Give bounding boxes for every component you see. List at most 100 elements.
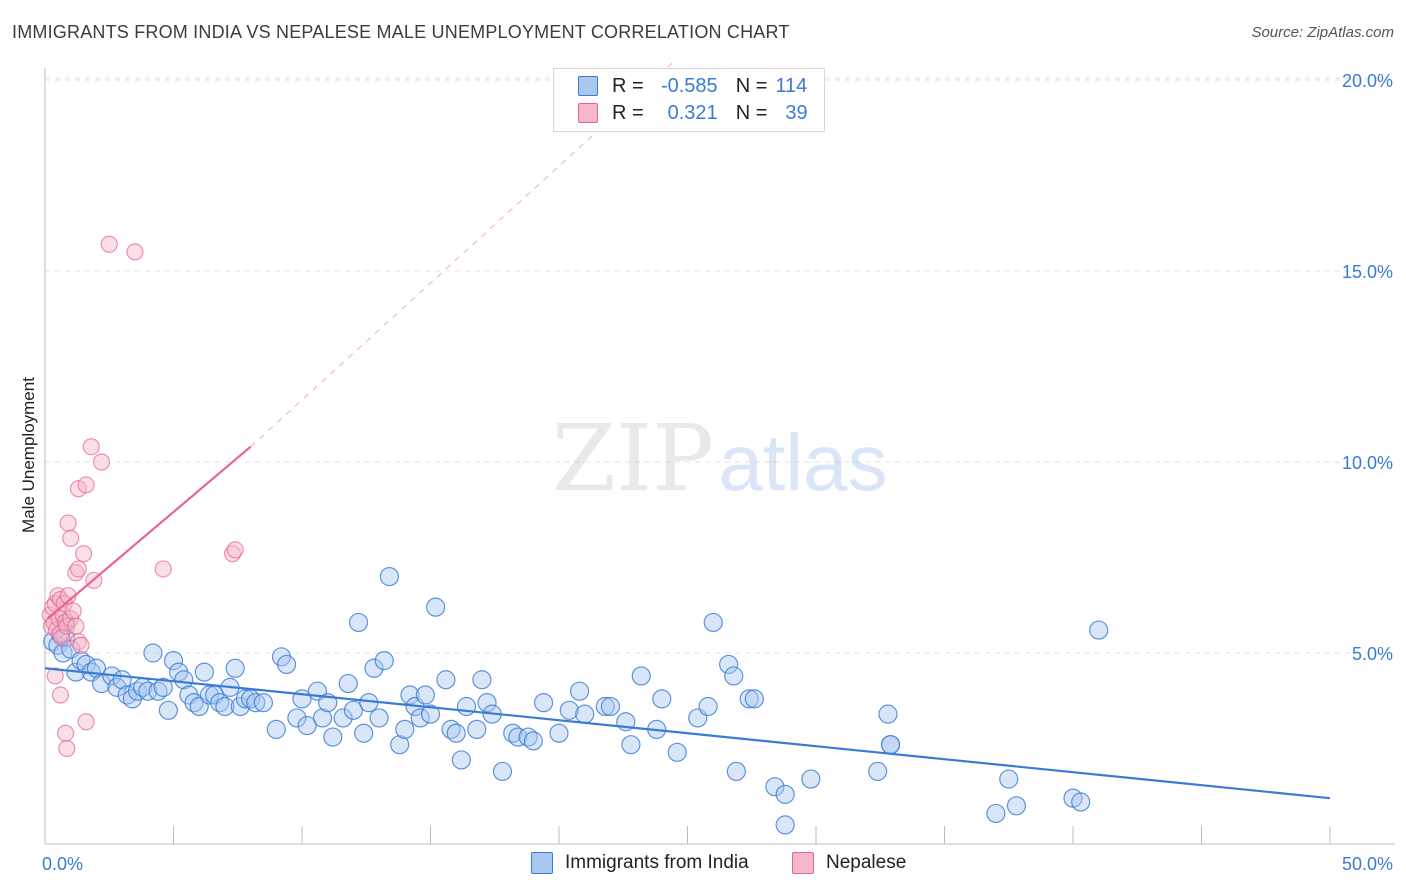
watermark-zip: ZIP (552, 405, 714, 512)
y-tick-label: 15.0% (1342, 262, 1393, 282)
data-point-india (1071, 792, 1091, 812)
data-point-india (312, 708, 333, 728)
data-point-india (569, 681, 590, 701)
data-point-india (174, 670, 194, 690)
y-tick-labels: 5.0% 10.0% 15.0% 20.0% (1342, 71, 1393, 664)
data-point-nepal (82, 438, 100, 456)
legend-r-label: R = (612, 74, 644, 97)
series-india-points (43, 566, 1109, 835)
y-tick-label: 10.0% (1342, 453, 1393, 473)
data-point-nepal (77, 713, 95, 731)
data-point-india (117, 685, 137, 705)
legend-n-value-nepal: 39 (785, 101, 808, 124)
data-point-nepal (62, 529, 80, 548)
data-point-india (364, 658, 384, 678)
data-point-india (436, 670, 456, 690)
data-point-nepal (67, 617, 85, 635)
data-point-india (379, 566, 399, 587)
data-point-nepal (74, 545, 93, 563)
data-point-india (225, 658, 245, 678)
data-point-india (878, 704, 898, 724)
data-point-nepal (72, 636, 90, 654)
data-point-india (451, 750, 471, 770)
data-point-india (1006, 796, 1027, 816)
data-point-india (868, 761, 888, 782)
data-point-india (348, 612, 369, 633)
data-point-india (333, 708, 353, 728)
watermark-atlas: atlas (719, 418, 888, 507)
data-point-india (492, 761, 513, 782)
legend-n-value-india: 114 (775, 74, 808, 97)
data-point-india (158, 700, 178, 720)
data-point-india (194, 662, 214, 682)
data-point-nepal (58, 739, 76, 758)
bottom-legend-nepal: Nepalese (792, 852, 906, 874)
data-point-india (266, 719, 286, 740)
y-axis-label: Male Unemployment (19, 377, 38, 533)
data-point-india (739, 689, 759, 709)
data-point-india (153, 677, 173, 697)
legend-swatch-nepal (578, 103, 598, 123)
data-point-india (297, 715, 317, 736)
data-point-india (246, 693, 266, 713)
data-point-india (163, 651, 184, 671)
trend-line-india (44, 667, 1331, 800)
legend-row-nepal: R = 0.321 N = 39 (578, 101, 808, 125)
x-tick-label: 50.0% (1342, 854, 1393, 874)
bottom-legend-label-india: Immigrants from India (565, 852, 749, 873)
data-point-india (472, 670, 492, 690)
data-point-india (143, 643, 163, 663)
data-point-india (369, 708, 389, 728)
data-point-india (456, 696, 477, 717)
legend-row-india: R = -0.585 N = 114 (578, 74, 807, 98)
legend-n-label: N = (735, 74, 768, 97)
data-point-india (343, 700, 363, 720)
data-point-nepal (69, 560, 88, 578)
series-nepal-points (41, 235, 244, 758)
data-point-nepal (51, 686, 70, 704)
data-point-india (215, 696, 235, 717)
data-point-india (533, 693, 554, 713)
data-point-nepal (226, 541, 244, 559)
data-point-india (390, 735, 410, 755)
legend-swatch-india (578, 76, 598, 96)
data-point-india (765, 777, 785, 797)
data-point-india (374, 651, 394, 671)
data-point-nepal (126, 243, 144, 261)
correlation-legend: R = -0.585 N = 114 R = 0.321 N = 39 (553, 68, 825, 132)
bottom-swatch-india (531, 852, 553, 874)
data-point-nepal (56, 724, 75, 742)
data-point-india (354, 723, 374, 743)
data-point-india (420, 704, 441, 724)
trend-lines (44, 60, 1331, 800)
data-point-india (467, 719, 487, 740)
data-point-nepal (77, 476, 95, 494)
gridlines (45, 77, 1395, 654)
data-point-india (508, 727, 528, 747)
y-tick-label: 5.0% (1352, 644, 1393, 664)
data-point-india (631, 666, 651, 686)
data-point-india (726, 761, 746, 782)
data-point-india (775, 784, 795, 804)
data-point-india (477, 693, 497, 713)
chart-title: IMMIGRANTS FROM INDIA VS NEPALESE MALE U… (12, 22, 790, 42)
data-point-india (595, 696, 615, 717)
data-point-nepal (92, 453, 111, 471)
data-point-india (338, 673, 358, 694)
watermark: ZIP atlas (552, 405, 888, 512)
data-point-nepal (154, 560, 172, 578)
data-point-india (426, 597, 446, 617)
bottom-swatch-nepal (792, 852, 814, 874)
data-point-india (549, 723, 569, 743)
data-point-india (127, 681, 148, 701)
data-point-india (575, 704, 595, 724)
data-point-nepal (46, 667, 64, 685)
data-point-nepal (100, 235, 118, 253)
data-point-india (518, 727, 538, 747)
data-point-india (287, 708, 307, 728)
data-point-india (253, 693, 274, 713)
data-point-india (652, 689, 672, 709)
data-point-india (138, 681, 158, 701)
data-point-india (276, 654, 297, 675)
